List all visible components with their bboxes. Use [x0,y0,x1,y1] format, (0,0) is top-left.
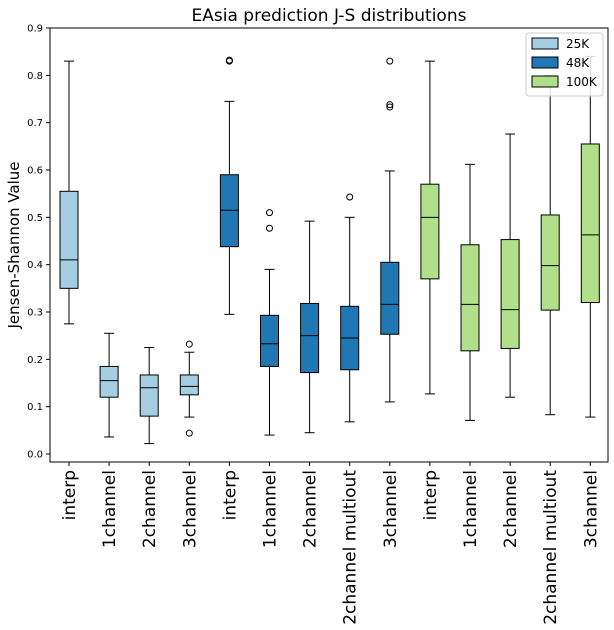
y-tick-label: 0.4 [27,260,43,271]
x-tick-label: 3channel [180,470,200,548]
box-body [580,143,600,304]
box-body [460,244,480,352]
box-body [99,365,119,398]
box-body [260,314,279,367]
y-tick-label: 0.1 [27,402,43,413]
x-tick-label: 2channel multiout [341,470,361,625]
x-tick-label: 1channel [261,470,281,548]
y-tick-label: 0.9 [27,24,43,35]
x-tick-label: interp [220,470,240,520]
x-tick-label: interp [421,470,441,520]
y-tick-label: 0.8 [27,71,43,82]
x-tick-label: 2channel [301,470,321,548]
y-tick-label: 0.7 [27,118,43,129]
x-axis: interp 1channel 2channel 3channel interp 1cha… [60,462,601,625]
x-tick-label: 2channel [501,470,521,548]
box-6 [260,209,279,436]
x-tick-label: 2channel multiout [541,470,561,625]
outlier-point [386,57,394,65]
x-tick-label: 1channel [461,470,481,548]
box-4 [179,340,199,437]
y-axis-label: Jensen-Shannon Value [5,162,23,330]
box-14 [580,55,600,418]
x-tick-label: interp [60,470,80,520]
box-8 [340,193,360,423]
outlier-point [185,340,193,348]
box-group [59,55,600,445]
box-12 [500,133,520,398]
x-tick-label: 3channel [381,470,401,548]
y-axis: 0.0 0.1 0.2 0.3 0.4 0.5 0.6 0.7 0.8 0.9 [27,24,50,461]
box-11 [460,163,480,421]
outlier-point [266,209,273,217]
outlier-point [346,193,354,201]
box-7 [300,220,320,434]
legend-label: 25K [566,37,590,51]
box-5 [219,56,239,315]
box-body [540,214,560,311]
box-3 [139,347,159,445]
box-body [179,374,199,396]
y-tick-label: 0.2 [27,355,43,366]
legend-swatch [531,37,559,50]
legend: 25K 48K 100K [525,32,604,97]
box-10 [420,60,440,395]
x-tick-label: 3channel [581,470,601,548]
x-tick-label: 2channel [140,470,160,548]
box-body [300,302,320,374]
legend-swatch [531,56,559,69]
outlier-point [386,101,394,109]
outlier-point [266,224,273,232]
box-body [139,374,159,417]
box-body [380,261,400,335]
y-tick-label: 0.0 [27,450,43,461]
outlier-point [225,56,233,64]
y-tick-label: 0.3 [27,308,43,319]
box-13 [540,74,560,416]
y-tick-label: 0.6 [27,166,43,177]
x-tick-label: 1channel [100,470,120,548]
box-9 [380,57,400,403]
box-body [59,190,79,289]
legend-swatch [531,75,559,88]
chart-title: EAsia prediction J-S distributions [192,6,467,26]
y-tick-label: 0.5 [27,213,43,224]
legend-label: 100K [566,75,598,89]
box-body [500,239,520,349]
outlier-point [386,103,394,111]
box-1 [59,60,79,325]
box-2 [99,332,119,438]
legend-label: 48K [566,56,590,70]
plot-frame [49,27,609,463]
outlier-point [185,429,193,437]
box-body [420,183,440,280]
